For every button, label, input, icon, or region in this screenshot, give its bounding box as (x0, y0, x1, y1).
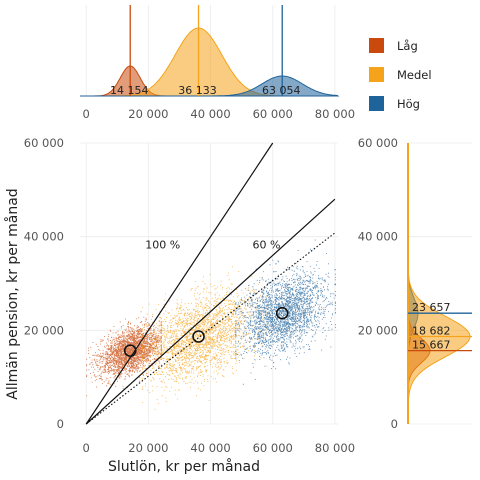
series-points-Låg (86, 311, 162, 397)
ref-line-60-label: 60 % (253, 238, 281, 251)
right-density-Medel (407, 143, 471, 424)
median-point-Låg (123, 344, 137, 357)
y-axis-label: Allmän pension, kr per månad (4, 188, 21, 399)
top-median-labels: 14 154 36 133 63 054 (110, 84, 301, 97)
legend-label-Låg: Låg (397, 39, 418, 53)
legend-swatch-Låg (369, 38, 384, 53)
x-axis-label: Slutlön, kr per månad (108, 458, 260, 475)
right-y-tick-label-1: 20 000 (358, 323, 398, 337)
median-circles (123, 306, 289, 357)
top-median-label-Låg: 14 154 (110, 84, 149, 97)
series-point-cloud-Låg (86, 311, 162, 397)
x-tick-label-1: 20 000 (128, 441, 168, 455)
right-median-label-Medel: 18 682 (412, 325, 451, 338)
y-tick-label-1: 20 000 (24, 323, 64, 337)
legend-swatch-Medel (369, 67, 384, 82)
right-y-tick-label-3: 60 000 (358, 136, 398, 150)
right-density-curves (407, 143, 471, 424)
top-x-tick-label-2: 40 000 (190, 107, 230, 121)
top-x-tick-labels: 0 20 000 40 000 60 000 80 000 (83, 107, 355, 121)
right-y-tick-label-0: 0 (391, 417, 398, 431)
scatter-points (86, 239, 336, 410)
top-density-curves (80, 27, 340, 97)
ref-line-100-label: 100 % (145, 238, 180, 251)
top-density-Hög (80, 75, 340, 97)
main-panel-grid (80, 142, 338, 425)
y-tick-label-0: 0 (57, 417, 64, 431)
y-tick-label-3: 60 000 (24, 136, 64, 150)
series-points-Medel (142, 266, 268, 410)
main-tick-labels: 0 20 000 40 000 60 000 80 000 0 20 000 40 000 60… (24, 136, 355, 455)
legend-swatch-Hög (369, 96, 384, 111)
top-median-lines (129, 5, 283, 96)
top-x-tick-label-0: 0 (83, 107, 90, 121)
right-y-tick-labels: 0 20 000 40 000 60 000 (358, 136, 398, 431)
right-y-tick-label-2: 40 000 (358, 230, 398, 244)
median-point-Medel (192, 330, 205, 343)
legend-label-Hög: Hög (397, 97, 420, 111)
top-median-label-Medel: 36 133 (178, 84, 217, 97)
top-x-tick-label-4: 80 000 (315, 107, 355, 121)
x-tick-label-4: 80 000 (315, 441, 355, 455)
legend: Låg Medel Hög (369, 38, 432, 111)
top-x-tick-label-1: 20 000 (128, 107, 168, 121)
series-point-cloud-Hög (235, 239, 336, 385)
series-points-Hög (235, 239, 336, 385)
x-tick-label-0: 0 (83, 441, 90, 455)
reference-line-1 (85, 198, 336, 425)
x-tick-label-3: 60 000 (253, 441, 293, 455)
top-x-tick-label-3: 60 000 (253, 107, 293, 121)
median-point-Hög (275, 306, 289, 320)
y-tick-label-2: 40 000 (24, 230, 64, 244)
reference-lines (85, 142, 336, 425)
reference-line-0 (85, 142, 274, 425)
right-median-lines (408, 312, 472, 352)
right-panel-grid (408, 142, 472, 425)
x-tick-label-2: 40 000 (190, 441, 230, 455)
legend-label-Medel: Medel (397, 68, 432, 82)
top-density-panel: 14 154 36 133 63 054 0 20 000 40 000 60 000 80… (80, 5, 355, 121)
series-point-cloud-Medel (142, 266, 268, 410)
top-median-label-Hög: 63 054 (262, 84, 301, 97)
right-median-label-Låg: 15 667 (412, 339, 451, 352)
main-scatter-panel: 0 20 000 40 000 60 000 80 000 0 20 000 40 000 60… (4, 136, 355, 475)
right-median-label-Hög: 23 657 (412, 301, 451, 314)
